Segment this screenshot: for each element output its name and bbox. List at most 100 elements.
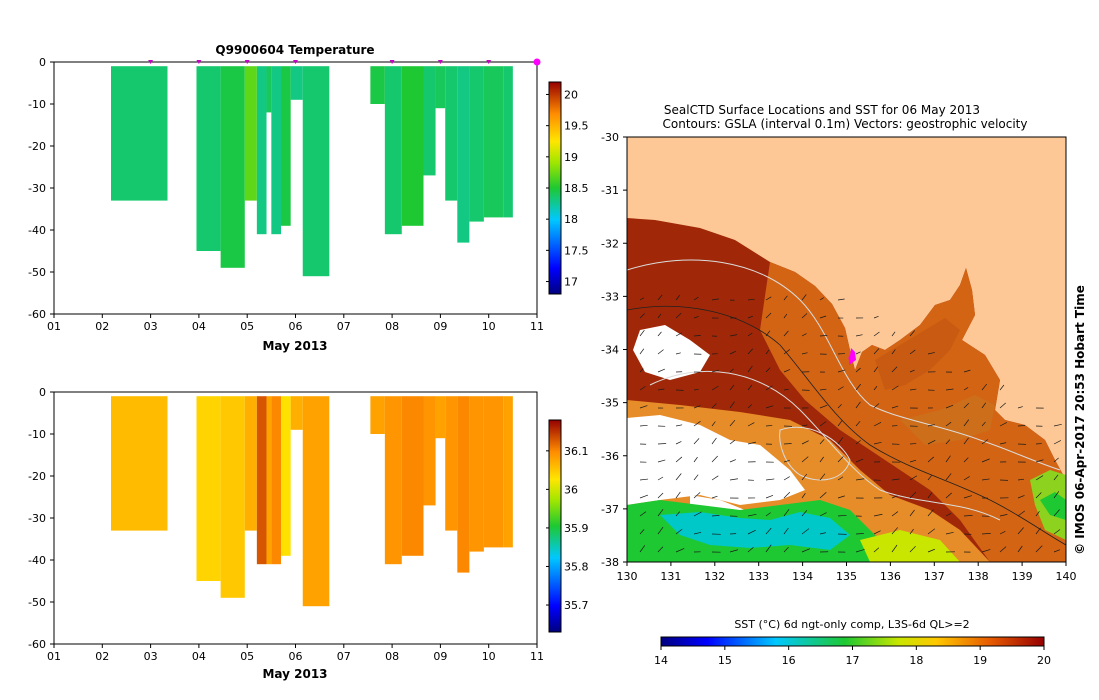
colorbar-tick-label: 18.5 [564, 182, 589, 195]
velocity-vector [837, 514, 847, 517]
velocity-vector [747, 422, 755, 427]
velocity-vector [693, 456, 698, 463]
velocity-vector [891, 544, 898, 553]
velocity-vector [747, 441, 756, 445]
gsla-contour [627, 259, 1061, 471]
sample-date-markers [148, 58, 541, 66]
velocity-vector [999, 422, 1007, 427]
velocity-vector [729, 549, 738, 553]
sst-colorbar-tick-label: 20 [1037, 654, 1051, 667]
x-tick-label: 09 [433, 650, 447, 663]
sample-marker [389, 60, 395, 64]
velocity-vector [765, 512, 771, 517]
velocity-vector [801, 493, 806, 499]
velocity-vector [837, 420, 843, 427]
velocity-vector [747, 332, 753, 337]
velocity-vector [945, 388, 954, 391]
profile-cell [271, 66, 282, 235]
velocity-vector [675, 456, 683, 463]
velocity-vector [657, 388, 665, 391]
velocity-vector [747, 547, 754, 553]
colorbar-tick-label: 35.9 [564, 522, 589, 535]
profile-cell [271, 396, 282, 565]
velocity-vector [927, 440, 936, 445]
velocity-vector [1017, 545, 1023, 553]
map-title: SealCTD Surface Locations and SST for 06… [664, 103, 980, 117]
velocity-vector [711, 385, 719, 391]
sst-map-panel: SealCTD Surface Locations and SST for 06… [601, 103, 1087, 667]
lon-tick-label: 134 [792, 570, 813, 583]
sst-colorbar [660, 636, 1045, 647]
velocity-vector [693, 492, 701, 499]
velocity-vector [981, 549, 991, 553]
profile-cell [503, 396, 513, 548]
x-tick-label: 10 [482, 320, 496, 333]
velocity-vector [639, 545, 646, 553]
velocity-vector [927, 424, 936, 427]
velocity-vector [1017, 406, 1023, 409]
profile-cell [302, 396, 330, 607]
velocity-vector [837, 404, 842, 409]
velocity-vector [747, 513, 757, 517]
lat-tick-label: -31 [601, 184, 619, 197]
velocity-vector [981, 383, 988, 391]
colorbar-tick-label: 35.8 [564, 560, 589, 573]
profile-cell [110, 66, 168, 201]
y-tick-label: 0 [39, 386, 46, 399]
lon-tick-label: 140 [1056, 570, 1077, 583]
x-tick-label: 03 [144, 650, 158, 663]
profile-cell [457, 396, 470, 573]
x-tick-label: 09 [433, 320, 447, 333]
seal-location-marker [848, 354, 856, 362]
x-tick-label: 07 [337, 650, 351, 663]
velocity-vector [891, 385, 899, 391]
sst-colorbar-tick-label: 15 [718, 654, 732, 667]
velocity-vector [639, 348, 645, 355]
x-tick-label: 10 [482, 650, 496, 663]
lon-tick-label: 130 [617, 570, 638, 583]
profile-cell [266, 396, 272, 565]
velocity-vector [963, 495, 973, 499]
velocity-vector [909, 528, 914, 535]
profile-cell [244, 66, 257, 201]
velocity-vector [819, 473, 826, 481]
y-tick-label: -10 [28, 98, 46, 111]
x-tick-label: 08 [385, 650, 399, 663]
velocity-vector [945, 439, 951, 445]
velocity-vector [693, 405, 701, 409]
velocity-vector [1017, 495, 1025, 499]
velocity-vector [855, 440, 861, 445]
velocity-vector [657, 349, 664, 355]
velocity-vector [711, 298, 719, 301]
velocity-vector [837, 437, 844, 445]
colorbar-tick-label: 17 [564, 276, 578, 289]
velocity-vector [729, 419, 736, 427]
velocity-vector [657, 476, 664, 481]
velocity-vector [639, 386, 646, 391]
velocity-vector [693, 511, 702, 517]
velocity-vector [819, 439, 825, 445]
velocity-vector [675, 491, 681, 499]
velocity-vector [693, 474, 699, 481]
velocity-vector [1053, 509, 1060, 517]
profile-cell [196, 396, 221, 581]
velocity-vector [927, 509, 934, 517]
velocity-vector [693, 421, 701, 427]
velocity-vector [801, 456, 809, 463]
velocity-vector [657, 294, 663, 301]
velocity-vector [711, 403, 717, 409]
velocity-vector [711, 437, 717, 445]
velocity-vector [819, 335, 828, 337]
map-area [627, 137, 1066, 562]
velocity-vector [873, 530, 881, 535]
velocity-vector [729, 478, 739, 481]
sst-colorbar-tick-label: 16 [782, 654, 796, 667]
velocity-vector [765, 312, 772, 319]
velocity-vector [801, 440, 809, 445]
velocity-vector [855, 351, 861, 355]
velocity-vector [963, 369, 971, 373]
velocity-vector [999, 384, 1005, 391]
velocity-vector [891, 527, 899, 535]
velocity-vector [945, 473, 952, 481]
